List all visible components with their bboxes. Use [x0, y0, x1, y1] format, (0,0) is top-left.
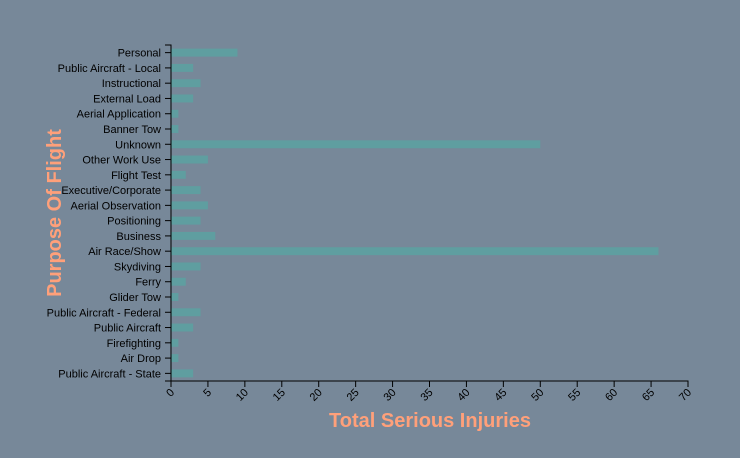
bar-skydiving — [171, 262, 201, 271]
bar-public-aircraft-local — [171, 63, 194, 72]
x-tick-label: 15 — [271, 387, 288, 404]
bar-instructional — [171, 79, 201, 88]
y-tick-label: Public Aircraft - State — [58, 368, 161, 380]
y-tick-label: Personal — [118, 48, 161, 60]
bar-aerial-observation — [171, 201, 208, 210]
bar-firefighting — [171, 338, 179, 347]
y-tick-label: Firefighting — [107, 338, 161, 350]
y-tick-label: Air Race/Show — [88, 246, 161, 258]
y-axis: Personal Public Aircraft - Local Instructi… — [47, 44, 172, 382]
bar-other-work-use — [171, 155, 208, 164]
x-tick-label: 0 — [164, 387, 177, 400]
x-tick-label: 40 — [455, 387, 472, 404]
y-tick-label: Business — [116, 231, 161, 243]
y-axis-line — [165, 44, 172, 382]
y-tick-label: Aerial Application — [77, 109, 161, 121]
y-tick-label: Aerial Observation — [71, 200, 162, 212]
x-tick-label: 70 — [677, 387, 694, 404]
y-tick-label: Public Aircraft - Federal — [47, 307, 161, 319]
x-tick-label: 60 — [603, 387, 620, 404]
bar-business — [171, 231, 216, 240]
bar-glider-tow — [171, 293, 179, 301]
y-tick-label: Skydiving — [114, 261, 161, 273]
x-tick-label: 10 — [234, 387, 251, 404]
x-axis-title: Total Serious Injuries — [329, 410, 531, 432]
y-tick-label: Other Work Use — [82, 155, 161, 167]
x-tick-label: 55 — [566, 387, 583, 404]
y-tick-label: Public Aircraft — [94, 323, 161, 335]
x-tick-label: 50 — [529, 387, 546, 404]
bar-external-load — [171, 94, 194, 103]
y-tick-label: External Load — [93, 93, 161, 105]
bar-ferry — [171, 277, 186, 286]
bar-personal — [171, 48, 238, 57]
bar-executive-corporate — [171, 186, 201, 195]
bar-public-aircraft-state — [171, 369, 194, 378]
x-tick-label: 30 — [382, 387, 399, 404]
y-tick-label: Unknown — [115, 139, 161, 151]
bar-public-aircraft — [171, 323, 194, 332]
bars-group — [171, 48, 659, 378]
bar-positioning — [171, 216, 201, 225]
x-axis: 0 5 10 15 20 25 30 35 40 45 50 55 60 65 70 — [164, 380, 694, 404]
x-tick-label: 45 — [492, 387, 509, 404]
y-tick-label: Flight Test — [111, 170, 161, 182]
x-tick-label: 35 — [418, 387, 435, 404]
y-tick-label: Banner Tow — [103, 124, 161, 136]
bar-flight-test — [171, 170, 186, 179]
bar-air-race-show — [171, 247, 659, 256]
bar-banner-tow — [171, 125, 179, 133]
y-tick-label: Instructional — [102, 78, 161, 90]
y-axis-title: Purpose Of Flight — [44, 129, 66, 297]
x-tick-label: 5 — [201, 387, 214, 400]
y-tick-label: Public Aircraft - Local — [58, 63, 161, 75]
bar-air-drop — [171, 354, 179, 363]
y-tick-label: Ferry — [135, 277, 161, 289]
x-tick-label: 65 — [640, 387, 657, 404]
bar-aerial-application — [171, 109, 179, 118]
y-tick-label: Executive/Corporate — [61, 185, 161, 197]
y-tick-label: Air Drop — [121, 353, 161, 365]
bar-public-aircraft-federal — [171, 308, 201, 317]
x-tick-label: 20 — [308, 387, 325, 404]
bar-unknown — [171, 140, 541, 149]
y-tick-label: Glider Tow — [109, 292, 161, 304]
y-tick-label: Positioning — [107, 216, 161, 228]
x-tick-label: 25 — [345, 387, 362, 404]
